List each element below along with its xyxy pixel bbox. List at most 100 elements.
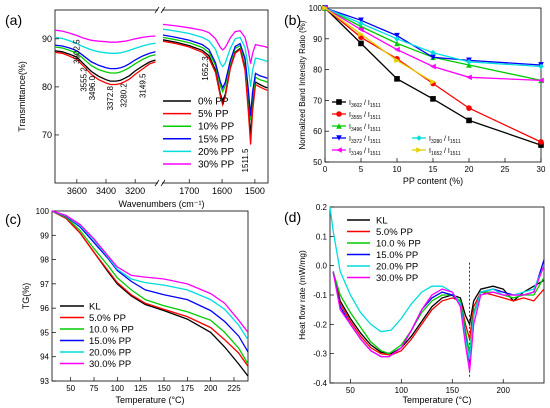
x-tick-label: 1700 <box>179 186 199 196</box>
panel-a: 70 80 90 3600 3400 3200 1700 1600 1500 Wavenumber… <box>5 6 269 209</box>
legend-label-0: KL <box>376 216 388 227</box>
series-line-3 <box>162 34 268 116</box>
series-point-4 <box>466 59 472 65</box>
y-tick-label: 60 <box>313 127 322 136</box>
x-tick-label: 15 <box>429 165 438 174</box>
x-tick-label: 1500 <box>245 186 265 196</box>
series-line-5 <box>332 265 545 372</box>
legend-subscript: 1511 <box>370 127 381 133</box>
x-tick-label: 200 <box>204 384 218 393</box>
legend-subscript: 1511 <box>370 103 381 109</box>
axis-break-mark <box>160 6 166 14</box>
series-point-4 <box>538 63 544 70</box>
series-line-1 <box>162 40 268 145</box>
x-tick-label: 200 <box>497 386 511 395</box>
x-tick-label: 10 <box>393 165 402 174</box>
x-tick-label: 150 <box>157 384 171 393</box>
series-line-4 <box>324 7 542 68</box>
series-line-3 <box>324 7 542 66</box>
series-point-0 <box>466 117 472 124</box>
series-point-6 <box>322 5 328 11</box>
panel-label: (a) <box>5 12 22 28</box>
x-tick-label: 100 <box>111 384 125 393</box>
x-axis-label: Temperature (°C) <box>402 395 471 405</box>
legend-label-0: I3602 / I1511 <box>349 100 381 109</box>
y-axis-label: Heat flow rate (mW/mg) <box>297 250 307 340</box>
series-line-1 <box>51 210 249 367</box>
legend-label-1: 5.0% PP <box>376 227 413 238</box>
series-line-0 <box>54 50 156 82</box>
series-line-1 <box>54 51 156 86</box>
y-tick-label: 98 <box>40 256 49 265</box>
series-point-4 <box>358 20 364 27</box>
legend-subscript: 3372 <box>351 139 362 145</box>
legend-label-4: I3280 / I1511 <box>429 136 461 145</box>
series-point-3 <box>394 32 400 39</box>
series-line-0 <box>332 271 545 355</box>
y-tick-label: 0.0 <box>316 262 328 271</box>
series-point-5 <box>430 63 436 70</box>
series-line-2 <box>54 46 156 74</box>
series-point-6 <box>394 57 400 64</box>
legend-text: / I <box>362 100 370 107</box>
legend-text: / I <box>362 112 370 119</box>
legend-label-4: 20% PP <box>198 147 234 158</box>
legend-subscript: 1511 <box>370 115 381 121</box>
series-point-1 <box>466 105 472 111</box>
series-line-5 <box>54 29 156 43</box>
legend-subscript: 3149 <box>351 151 362 157</box>
series-line-5 <box>162 23 268 64</box>
y-tick-label: 94 <box>40 353 49 362</box>
series-line-3 <box>332 259 545 363</box>
legend-label-3: I3372 / I1511 <box>349 136 381 145</box>
axis-break-mark <box>154 179 160 187</box>
series-point-5 <box>466 74 472 81</box>
legend-marker-6 <box>416 147 422 153</box>
y-tick-label: 80 <box>42 82 52 92</box>
series-point-4 <box>430 49 436 56</box>
y-tick-label: -0.4 <box>313 379 327 388</box>
series-line-0 <box>324 7 542 146</box>
legend-label-3: 15.0% PP <box>89 336 131 347</box>
series-line-4 <box>51 210 249 341</box>
series-point-0 <box>394 76 400 82</box>
x-tick-label: 50 <box>346 386 355 395</box>
legend-text: / I <box>362 148 370 155</box>
panel-label: (c) <box>5 211 21 227</box>
y-axis-label: TG(%) <box>21 283 31 310</box>
x-tick-label: 30 <box>537 165 546 174</box>
legend-text: / I <box>442 148 450 155</box>
series-line-4 <box>329 206 545 360</box>
panel-label: (d) <box>284 209 301 225</box>
legend-label-3: 15.0% PP <box>376 250 418 261</box>
x-axis-label: Temperature (°C) <box>115 395 184 405</box>
legend-label-2: 10.0 % PP <box>376 239 421 250</box>
axis-break-mark <box>154 6 160 14</box>
y-tick-label: 95 <box>40 328 49 337</box>
series-point-6 <box>430 79 436 85</box>
series-point-3 <box>430 54 436 61</box>
panel-d: -0.4 -0.3 -0.2 -0.1 0.0 0.1 0.2 50 100 150 200 Temp… <box>284 203 545 405</box>
plot-frame <box>51 210 249 382</box>
x-tick-label: 0 <box>323 165 328 174</box>
legend-text: I <box>349 124 351 131</box>
y-tick-label: 0.1 <box>316 232 328 241</box>
x-tick-label: 50 <box>66 384 75 393</box>
legend-label-1: 5.0% PP <box>89 313 126 324</box>
series-line-4 <box>54 36 156 54</box>
x-tick-label: 150 <box>446 386 460 395</box>
x-tick-label: 25 <box>501 165 510 174</box>
legend-subscript: 1511 <box>370 139 381 145</box>
x-axis-label: Wavenumbers (cm⁻¹) <box>119 199 205 209</box>
legend-text: I <box>349 112 351 119</box>
y-axis-label: Normalized Band Intensity Ratio (%) <box>298 20 307 149</box>
series-point-1 <box>538 139 544 145</box>
legend-label-4: 20.0% PP <box>89 348 131 359</box>
peak-annotation-4: 3280.2 <box>119 83 128 108</box>
legend-label-3: 15% PP <box>198 134 234 145</box>
legend-text: I <box>349 148 351 155</box>
axis-break-mark <box>160 179 166 187</box>
y-tick-label: -0.1 <box>313 291 327 300</box>
legend-label-5: 30.0% PP <box>89 359 131 370</box>
series-line-3 <box>51 210 249 353</box>
